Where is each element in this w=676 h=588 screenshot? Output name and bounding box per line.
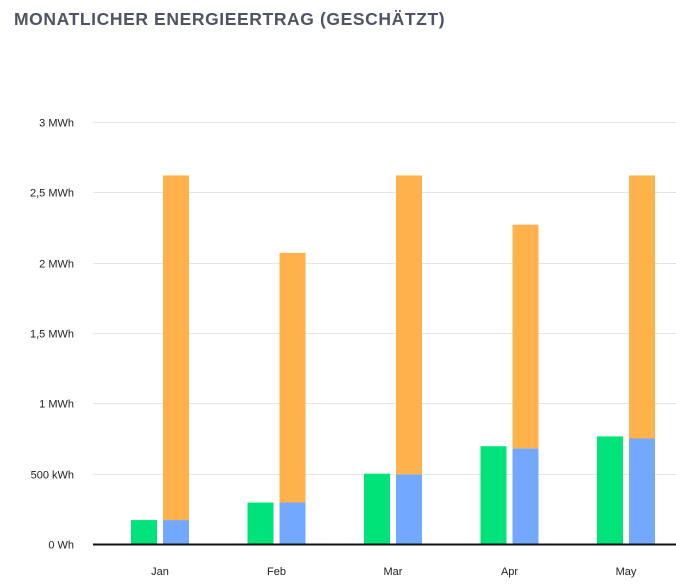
x-tick-label: Jan <box>151 566 169 578</box>
y-axis-tick-labels: 0 Wh 500 kWh 1 MWh 1,5 MWh 2 MWh 2,5 MWh 3 MWh <box>30 118 74 552</box>
y-tick-label: 1,5 MWh <box>30 329 74 341</box>
y-tick-label: 2 MWh <box>39 259 74 271</box>
bar-jan-series-1 <box>131 520 157 544</box>
bar-may-series-2 <box>629 438 655 544</box>
bar-feb-series-3 <box>279 252 306 503</box>
bar-apr-series-2 <box>512 448 539 544</box>
x-tick-label: May <box>616 566 637 578</box>
y-tick-label: 1 MWh <box>39 399 74 411</box>
y-tick-label: 0 Wh <box>48 540 74 552</box>
bar-jan-series-3 <box>163 175 189 521</box>
bar-mar-series-2 <box>396 474 422 544</box>
y-tick-label: 2,5 MWh <box>30 188 74 200</box>
y-tick-label: 3 MWh <box>39 118 74 130</box>
x-tick-label: Feb <box>267 566 286 578</box>
bar-jan-series-2 <box>163 520 189 544</box>
x-tick-label: Apr <box>501 566 518 578</box>
bars <box>131 175 655 544</box>
bar-mar-series-1 <box>364 473 390 544</box>
bar-mar-series-3 <box>396 175 422 475</box>
bar-may-series-1 <box>597 436 623 544</box>
x-tick-label: Mar <box>384 566 403 578</box>
bar-may-series-3 <box>629 175 655 439</box>
bar-feb-series-2 <box>279 502 306 544</box>
y-tick-label: 500 kWh <box>31 470 74 482</box>
bar-apr-series-3 <box>512 224 539 449</box>
chart-title: MONATLICHER ENERGIEERTRAG (GESCHÄTZT) <box>14 9 446 29</box>
bar-apr-series-1 <box>480 446 507 544</box>
bar-feb-series-1 <box>247 502 274 544</box>
x-axis-tick-labels: Jan Feb Mar Apr May <box>151 566 637 578</box>
